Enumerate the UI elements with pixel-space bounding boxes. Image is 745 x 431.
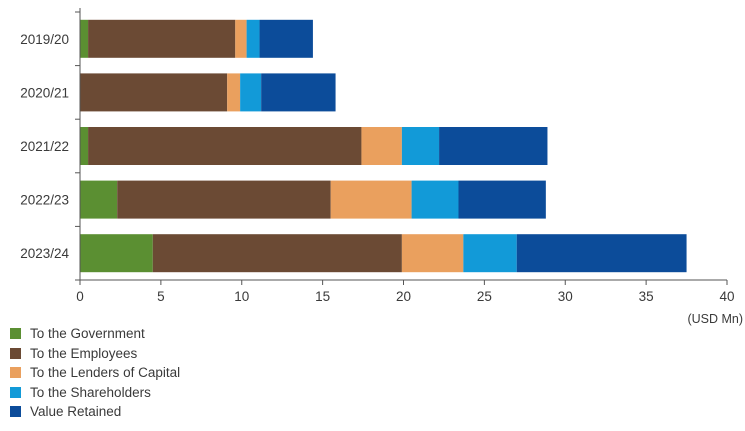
legend-label-shareholders: To the Shareholders bbox=[30, 384, 151, 400]
legend-item-government: To the Government bbox=[10, 324, 330, 344]
bar-2019-20-value-retained bbox=[259, 19, 313, 58]
bar-2022-23-value-retained bbox=[458, 180, 546, 219]
legend-swatch-employees bbox=[10, 347, 21, 359]
legend-label-employees: To the Employees bbox=[30, 345, 138, 361]
x-tick-label: 35 bbox=[639, 289, 654, 304]
legend-item-lenders: To the Lenders of Capital bbox=[10, 363, 330, 383]
bar-2020-21-to-the-lenders-of-capital bbox=[227, 73, 241, 112]
y-tick-label: 2021/22 bbox=[20, 139, 69, 154]
x-tick-label: 15 bbox=[315, 289, 330, 304]
bar-2021-22-value-retained bbox=[439, 127, 548, 165]
y-tick-label: 2023/24 bbox=[20, 246, 69, 261]
bar-2021-22-to-the-lenders-of-capital bbox=[361, 127, 402, 165]
bar-2022-23-to-the-employees bbox=[117, 180, 331, 219]
bar-2023-24-value-retained bbox=[516, 234, 687, 273]
bar-2021-22-to-the-shareholders bbox=[401, 127, 440, 165]
x-tick-label: 20 bbox=[396, 289, 411, 304]
legend: To the Government To the Employees To th… bbox=[10, 324, 330, 422]
bar-2019-20-to-the-shareholders bbox=[246, 19, 260, 58]
bar-2022-23-to-the-shareholders bbox=[411, 180, 459, 219]
bar-2020-21-value-retained bbox=[261, 73, 336, 112]
legend-item-value-retained: Value Retained bbox=[10, 402, 330, 422]
legend-swatch-lenders bbox=[10, 367, 21, 379]
bar-2019-20-to-the-employees bbox=[88, 19, 236, 58]
legend-swatch-value-retained bbox=[10, 406, 21, 418]
x-tick-label: 5 bbox=[157, 289, 165, 304]
x-tick-label: 25 bbox=[477, 289, 492, 304]
bar-2023-24-to-the-lenders-of-capital bbox=[401, 234, 464, 273]
x-tick-label: 10 bbox=[234, 289, 249, 304]
y-tick-label: 2022/23 bbox=[20, 193, 69, 208]
x-tick-label: 40 bbox=[719, 289, 734, 304]
legend-label-lenders: To the Lenders of Capital bbox=[30, 365, 181, 381]
legend-swatch-government bbox=[10, 328, 21, 340]
bar-2022-23-to-the-lenders-of-capital bbox=[330, 180, 412, 219]
legend-label-government: To the Government bbox=[30, 326, 145, 342]
axes-layer: 2019/20 2020/21 2021/22 2022/23 2023/24 0 5 10 1… bbox=[20, 8, 735, 304]
bar-2020-21-to-the-employees bbox=[80, 73, 228, 112]
bar-2021-22-to-the-employees bbox=[88, 127, 362, 165]
bar-2019-20-to-the-government bbox=[80, 19, 89, 58]
bar-2023-24-to-the-shareholders bbox=[463, 234, 517, 273]
x-tick-label: 0 bbox=[76, 289, 84, 304]
legend-item-employees: To the Employees bbox=[10, 344, 330, 364]
bar-2019-20-to-the-lenders-of-capital bbox=[235, 19, 247, 58]
bar-2022-23-to-the-government bbox=[80, 180, 118, 219]
bar-2020-21-to-the-shareholders bbox=[240, 73, 262, 112]
x-axis-unit-label: (USD Mn) bbox=[687, 312, 743, 326]
y-tick-label: 2020/21 bbox=[20, 85, 69, 100]
y-tick-label: 2019/20 bbox=[20, 32, 69, 47]
legend-swatch-shareholders bbox=[10, 386, 21, 398]
bar-2021-22-to-the-government bbox=[80, 127, 89, 165]
bars-layer bbox=[80, 19, 687, 273]
x-tick-label: 30 bbox=[558, 289, 573, 304]
legend-label-value-retained: Value Retained bbox=[30, 404, 122, 420]
legend-item-shareholders: To the Shareholders bbox=[10, 383, 330, 403]
bar-2023-24-to-the-employees bbox=[152, 234, 402, 273]
bar-2023-24-to-the-government bbox=[80, 234, 153, 273]
